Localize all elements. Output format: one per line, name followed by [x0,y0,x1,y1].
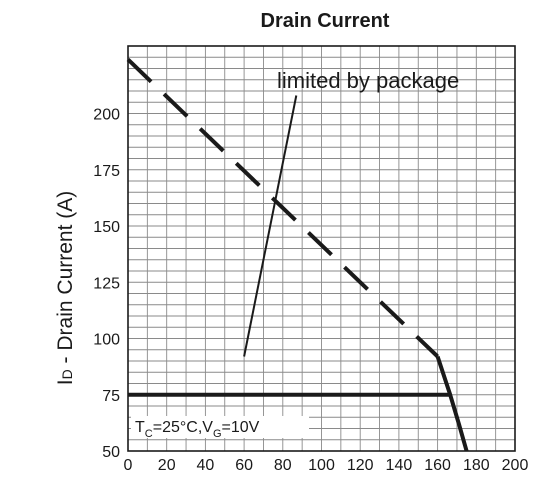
x-tick-label: 100 [308,457,335,474]
y-tick-label: 50 [102,444,120,461]
y-axis-label-sub: D [59,369,75,379]
x-tick-label: 40 [197,457,215,474]
x-tick-label: 80 [274,457,292,474]
x-tick-label: 140 [386,457,413,474]
y-axis-label: ID - Drain Current (A) [54,191,77,386]
condition-v-sub: G [213,428,222,440]
series-line-thick-curve [435,355,469,452]
condition-t-sub: C [145,428,153,440]
chart-title: Drain Current [261,10,390,32]
x-tick-label: 200 [502,457,529,474]
y-axis-label-main: I [54,379,77,385]
condition-text: TC=25°C,VG=10V [135,419,260,440]
x-tick-label: 20 [158,457,176,474]
plot-border [127,45,516,452]
y-tick-label: 200 [93,107,120,124]
x-tick-label: 180 [463,457,490,474]
y-axis-label-rest: - Drain Current (A) [54,191,77,370]
y-tick-label: 125 [93,275,120,292]
y-tick-label: 150 [93,219,120,236]
condition-t: T [135,419,145,436]
limited-by-package-annotation: limited by package [277,68,459,93]
condition-annotation: TC=25°C,VG=10V [131,416,309,440]
y-tick-label: 75 [102,388,120,405]
series-line-thin [243,95,298,357]
series-line-dashed-thick [126,58,439,358]
x-tick-label: 160 [424,457,451,474]
chart-grid [128,46,515,451]
y-axis-ticks: 50 75 100 125 150 175 200 [93,107,120,462]
condition-box [131,416,309,438]
condition-end: =10V [222,419,260,436]
condition-mid: =25°C,V [153,419,214,436]
x-tick-label: 60 [235,457,253,474]
y-tick-label: 100 [93,332,120,349]
chart-series [126,58,469,452]
y-tick-label: 175 [93,163,120,180]
x-tick-label: 0 [124,457,133,474]
x-axis-ticks: 0 20 40 60 80 100 120 140 160 180 200 [124,457,529,474]
x-tick-label: 120 [347,457,374,474]
